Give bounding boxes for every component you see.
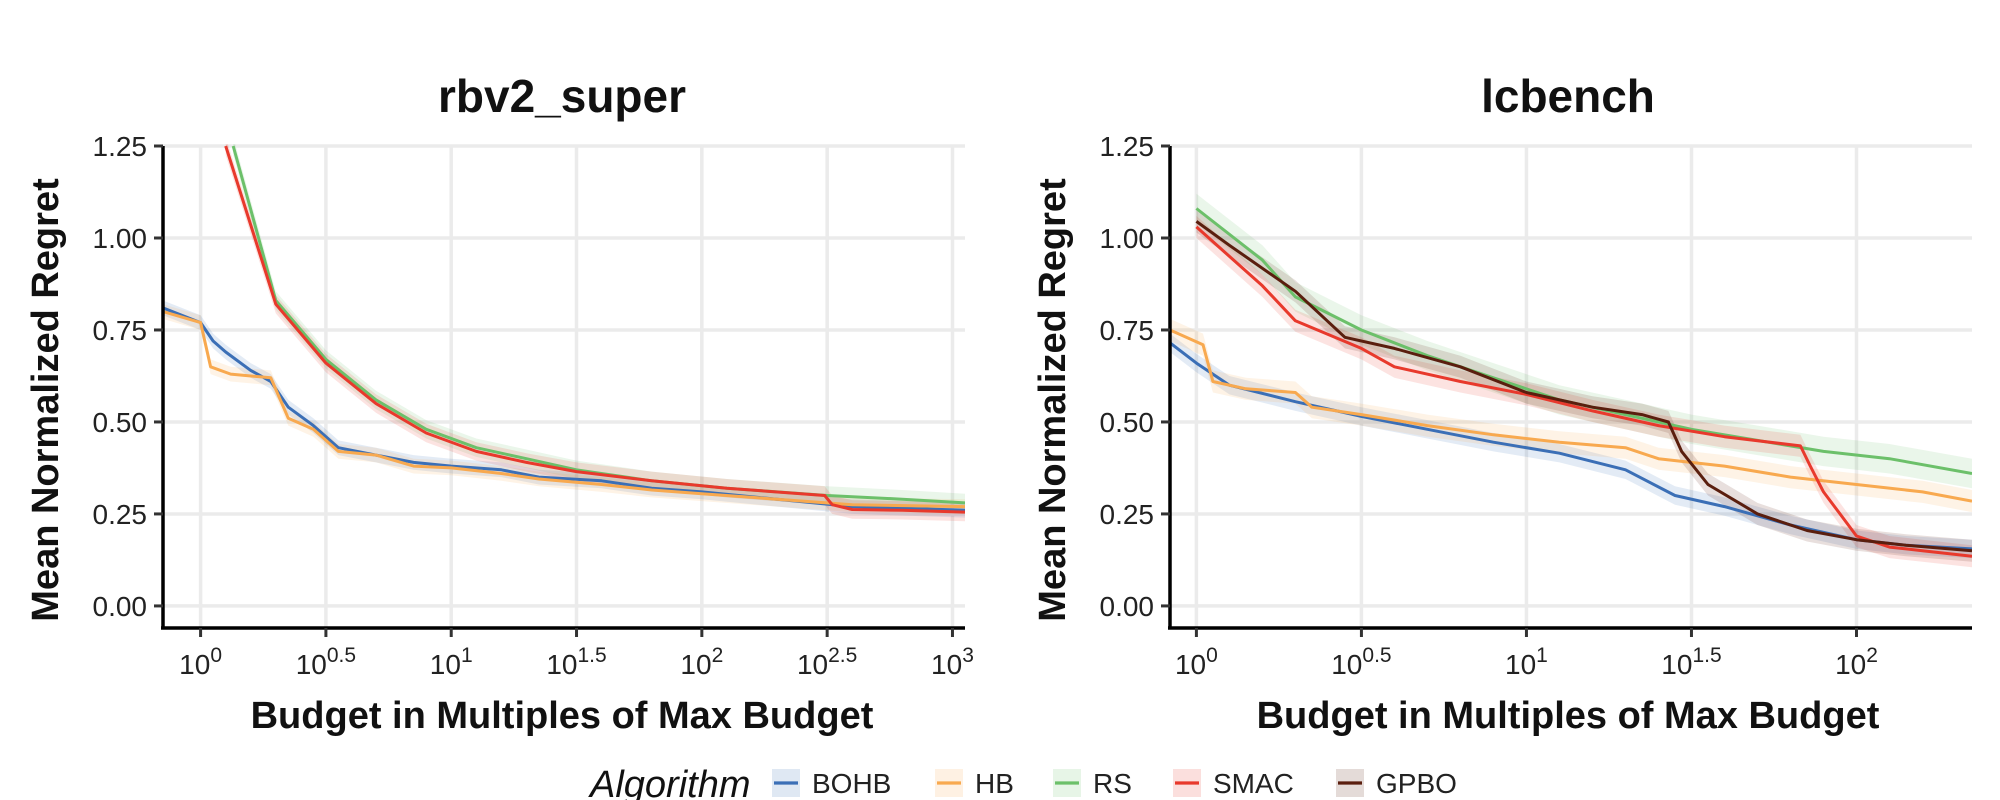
panel-title: lcbench (1481, 70, 1655, 122)
x-tick-label: 101 (430, 644, 473, 680)
y-axis-title: Mean Normalized Regret (1032, 178, 1074, 622)
series-line-smac (224, 145, 965, 514)
series-line-hb (163, 310, 965, 509)
legend-label: BOHB (812, 768, 891, 799)
legend-entry-hb: HB (935, 768, 1014, 799)
x-tick-label: 102.5 (797, 644, 857, 680)
y-tick-label: 0.75 (1100, 315, 1155, 346)
series-line-hb (1170, 328, 1972, 503)
y-tick-label: 0.25 (93, 499, 148, 530)
y-tick-label: 0.50 (1100, 407, 1155, 438)
y-tick-label: 0.00 (93, 591, 148, 622)
x-tick-label: 100 (1175, 644, 1218, 680)
y-axis-title: Mean Normalized Regret (25, 178, 67, 622)
legend-entry-smac: SMAC (1173, 768, 1294, 799)
y-tick-label: 1.25 (1100, 131, 1155, 162)
axes (1168, 146, 1972, 630)
series-line-bohb (163, 306, 965, 512)
y-tick-label: 0.25 (1100, 499, 1155, 530)
x-tick-label: 103 (931, 644, 974, 680)
axes (161, 146, 965, 630)
x-tick-label: 101.5 (1661, 644, 1721, 680)
x-tick-label: 100.5 (296, 644, 356, 680)
band-rs (233, 144, 965, 513)
legend-entries: BOHB HB RS SMAC GPBO (772, 768, 1457, 799)
legend-title: Algorithm (588, 764, 751, 800)
series-line-gpbo (1195, 220, 1972, 553)
y-tick-label: 1.25 (93, 131, 148, 162)
x-tick-label: 102 (1835, 644, 1878, 680)
series-line-rs (231, 145, 965, 505)
x-tick-label: 101.5 (546, 644, 606, 680)
panel-lcbench: 0.00 0.25 0.50 0.75 1.00 1.25 100 100.5 101 101.5… (1032, 70, 1972, 737)
legend-entry-gpbo: GPBO (1336, 768, 1457, 799)
legend-label: RS (1093, 768, 1132, 799)
legend-label: SMAC (1213, 768, 1294, 799)
confidence-bands (1170, 193, 1972, 568)
legend-entry-bohb: BOHB (772, 768, 891, 799)
x-axis-title: Budget in Multiples of Max Budget (1257, 695, 1880, 737)
x-tick-label: 100 (179, 644, 222, 680)
series-lines (163, 145, 965, 514)
grid (163, 144, 965, 628)
x-tick-label: 100.5 (1331, 644, 1391, 680)
y-tick-label: 0.00 (1100, 591, 1155, 622)
legend-entry-rs: RS (1053, 768, 1132, 799)
y-tick-label: 0.75 (93, 315, 148, 346)
band-bohb (163, 300, 965, 518)
panel-rbv2-super: 0.00 0.25 0.50 0.75 1.00 1.25 100 100.5 101 101.5… (25, 70, 974, 737)
confidence-bands (163, 144, 965, 522)
panel-title: rbv2_super (438, 70, 686, 122)
legend-label: HB (975, 768, 1014, 799)
y-tick-label: 0.50 (93, 407, 148, 438)
x-tick-label: 102 (680, 644, 723, 680)
series-lines (1170, 207, 1972, 558)
band-hb (1170, 318, 1972, 513)
x-axis-title: Budget in Multiples of Max Budget (251, 695, 874, 737)
band-smac (225, 144, 965, 522)
x-tick-label: 101 (1505, 644, 1548, 680)
y-tick-label: 1.00 (93, 223, 148, 254)
tick-labels: 0.00 0.25 0.50 0.75 1.00 1.25 100 100.5 101 101.5… (1100, 131, 1878, 680)
legend-label: GPBO (1376, 768, 1457, 799)
y-tick-label: 1.00 (1100, 223, 1155, 254)
tick-labels: 0.00 0.25 0.50 0.75 1.00 1.25 100 100.5 101 101.5… (93, 131, 974, 680)
legend: Algorithm BOHB HB RS SMAC GPBO (588, 764, 1457, 800)
band-bohb (1170, 333, 1972, 559)
series-line-smac (1195, 225, 1972, 558)
